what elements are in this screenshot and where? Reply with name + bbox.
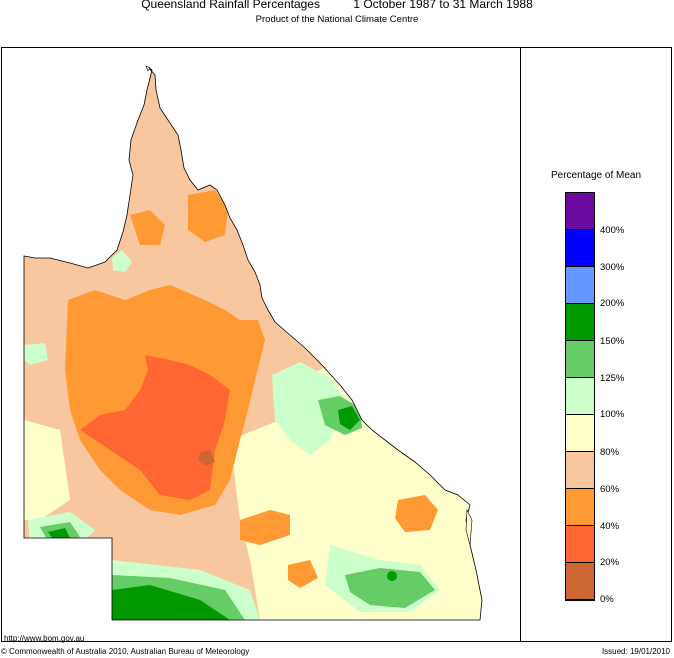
zone-150-200-central-east — [338, 406, 360, 430]
zone-150-200-southwest — [112, 585, 230, 620]
zone-125-150-southeast — [345, 568, 435, 608]
zone-20-40-central — [80, 355, 230, 500]
legend-label-300: 300% — [600, 262, 625, 273]
copyright-notice: © Commonwealth of Australia 2010, Austra… — [1, 647, 250, 656]
legend-swatch-10 — [566, 563, 594, 600]
legend-swatch-1 — [566, 230, 594, 267]
legend-swatch-7 — [566, 452, 594, 489]
legend-label-20: 20% — [600, 557, 620, 568]
legend-label-200: 200% — [600, 298, 625, 309]
zone-80-100-west — [24, 420, 70, 520]
map-frame — [1, 47, 672, 642]
legend-swatch-5 — [566, 378, 594, 415]
zone-40-60-northeast — [188, 190, 228, 242]
legend-color-bar — [565, 192, 595, 601]
legend-label-400: 400% — [600, 225, 625, 236]
legend-swatch-9 — [566, 526, 594, 563]
legend-label-100: 100% — [600, 409, 625, 420]
source-url[interactable]: http://www.bom.gov.au — [4, 634, 85, 643]
legend-label-80: 80% — [600, 447, 620, 458]
zone-150-200-spot — [387, 571, 397, 581]
legend-swatch-4 — [566, 341, 594, 378]
zone-40-60-cape — [130, 210, 165, 245]
island — [145, 65, 151, 72]
legend-swatch-0 — [566, 193, 594, 230]
zone-100-125-north — [112, 250, 132, 272]
legend-swatch-8 — [566, 489, 594, 526]
map-subtitle: Product of the National Climate Centre — [255, 14, 419, 25]
map-title: Queensland Rainfall Percentages 1 Octobe… — [141, 0, 533, 11]
legend-divider — [520, 47, 521, 642]
rainfall-zones — [24, 67, 482, 620]
legend-label-150: 150% — [600, 336, 625, 347]
fraser-island — [465, 508, 473, 546]
legend-title: Percentage of Mean — [550, 170, 642, 181]
legend-swatch-6 — [566, 415, 594, 452]
legend-swatch-3 — [566, 304, 594, 341]
zone-40-60-south — [240, 510, 290, 545]
zone-40-60-southeast — [288, 560, 318, 588]
zone-40-60-coast — [395, 495, 438, 532]
legend-label-40: 40% — [600, 521, 620, 532]
legend-label-0: 0% — [600, 594, 614, 605]
zone-0-20-spot — [198, 450, 215, 466]
zone-100-125-central — [272, 362, 345, 455]
legend-label-125: 125% — [600, 373, 625, 384]
zone-100-125-northwest — [24, 343, 48, 365]
issued-date: Issued: 19/01/2010 — [601, 647, 670, 656]
legend-swatch-2 — [566, 267, 594, 304]
legend-label-60: 60% — [600, 484, 620, 495]
